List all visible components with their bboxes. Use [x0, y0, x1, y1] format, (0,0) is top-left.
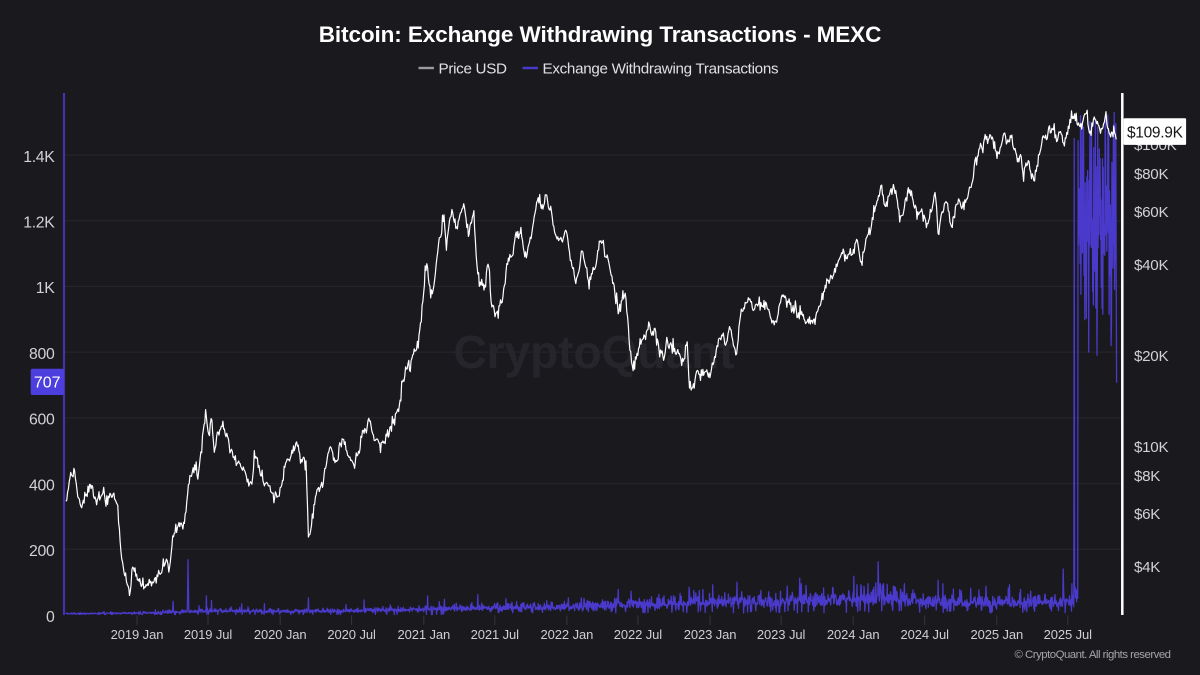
svg-text:2020 Jul: 2020 Jul: [327, 627, 376, 642]
svg-text:CryptoQuant: CryptoQuant: [453, 326, 734, 378]
svg-text:$109.9K: $109.9K: [1127, 124, 1184, 141]
svg-text:$60K: $60K: [1134, 204, 1168, 221]
svg-text:400: 400: [29, 477, 55, 494]
svg-text:2024 Jan: 2024 Jan: [827, 627, 880, 642]
svg-text:2021 Jan: 2021 Jan: [397, 627, 450, 642]
svg-text:600: 600: [29, 412, 55, 429]
svg-text:1K: 1K: [36, 280, 55, 297]
svg-text:707: 707: [34, 375, 61, 392]
svg-text:2023 Jul: 2023 Jul: [757, 627, 806, 642]
svg-text:Bitcoin: Exchange Withdrawing: Bitcoin: Exchange Withdrawing Transactio…: [319, 22, 881, 47]
svg-text:$80K: $80K: [1134, 166, 1168, 183]
svg-text:$20K: $20K: [1134, 348, 1168, 365]
svg-text:1.2K: 1.2K: [23, 215, 55, 232]
svg-text:2019 Jul: 2019 Jul: [184, 627, 233, 642]
svg-text:$4K: $4K: [1134, 559, 1160, 576]
svg-text:800: 800: [29, 346, 55, 363]
svg-text:2022 Jul: 2022 Jul: [614, 627, 663, 642]
svg-text:0: 0: [46, 609, 55, 626]
svg-text:Price USD: Price USD: [439, 61, 508, 78]
svg-text:2020 Jan: 2020 Jan: [254, 627, 307, 642]
svg-text:2022 Jan: 2022 Jan: [541, 627, 594, 642]
svg-text:$10K: $10K: [1134, 439, 1168, 456]
svg-text:2023 Jan: 2023 Jan: [684, 627, 737, 642]
svg-text:Exchange Withdrawing Transacti: Exchange Withdrawing Transactions: [543, 61, 779, 78]
svg-text:200: 200: [29, 543, 55, 560]
svg-text:2019 Jan: 2019 Jan: [111, 627, 164, 642]
svg-text:$40K: $40K: [1134, 257, 1168, 274]
svg-text:2025 Jul: 2025 Jul: [1044, 627, 1093, 642]
svg-text:$6K: $6K: [1134, 506, 1160, 523]
svg-text:1.4K: 1.4K: [23, 149, 55, 166]
svg-text:$8K: $8K: [1134, 468, 1160, 485]
svg-text:2024 Jul: 2024 Jul: [901, 627, 950, 642]
svg-text:2021 Jul: 2021 Jul: [471, 627, 520, 642]
svg-text:© CryptoQuant. All rights rese: © CryptoQuant. All rights reserved: [1015, 649, 1171, 661]
svg-text:2025 Jan: 2025 Jan: [970, 627, 1023, 642]
